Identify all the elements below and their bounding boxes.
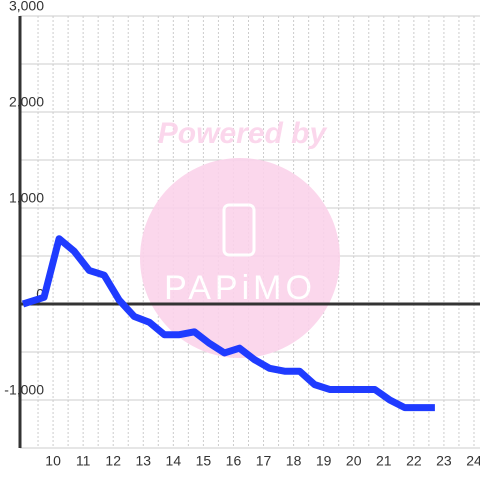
x-tick-label: 19 <box>316 453 332 469</box>
x-tick-label: 18 <box>286 453 302 469</box>
x-tick-label: 13 <box>135 453 151 469</box>
x-tick-label: 21 <box>376 453 392 469</box>
watermark-caption: Powered by <box>158 117 328 150</box>
x-tick-label: 12 <box>105 453 121 469</box>
x-tick-label: 16 <box>226 453 242 469</box>
watermark-logo: PAPiMO <box>164 269 316 307</box>
x-tick-label: 22 <box>406 453 422 469</box>
x-tick-label: 14 <box>166 453 182 469</box>
x-tick-label: 24 <box>466 453 480 469</box>
y-tick-label: 0 <box>36 286 44 302</box>
x-tick-label: 17 <box>256 453 272 469</box>
x-tick-label: 11 <box>76 453 91 469</box>
watermark-icon <box>222 203 256 257</box>
y-tick-label: 1,000 <box>9 190 44 206</box>
x-tick-label: 15 <box>196 453 212 469</box>
watermark-circle <box>140 158 340 358</box>
x-tick-label: 10 <box>45 453 61 469</box>
x-tick-label: 20 <box>346 453 362 469</box>
data-line <box>21 235 435 412</box>
y-tick-label: 2,000 <box>9 94 44 110</box>
x-tick-label: 23 <box>436 453 452 469</box>
y-tick-label: 3,000 <box>9 0 44 14</box>
watermark: Powered by PAPiMO <box>140 117 340 358</box>
y-tick-label: -1,000 <box>4 382 44 398</box>
